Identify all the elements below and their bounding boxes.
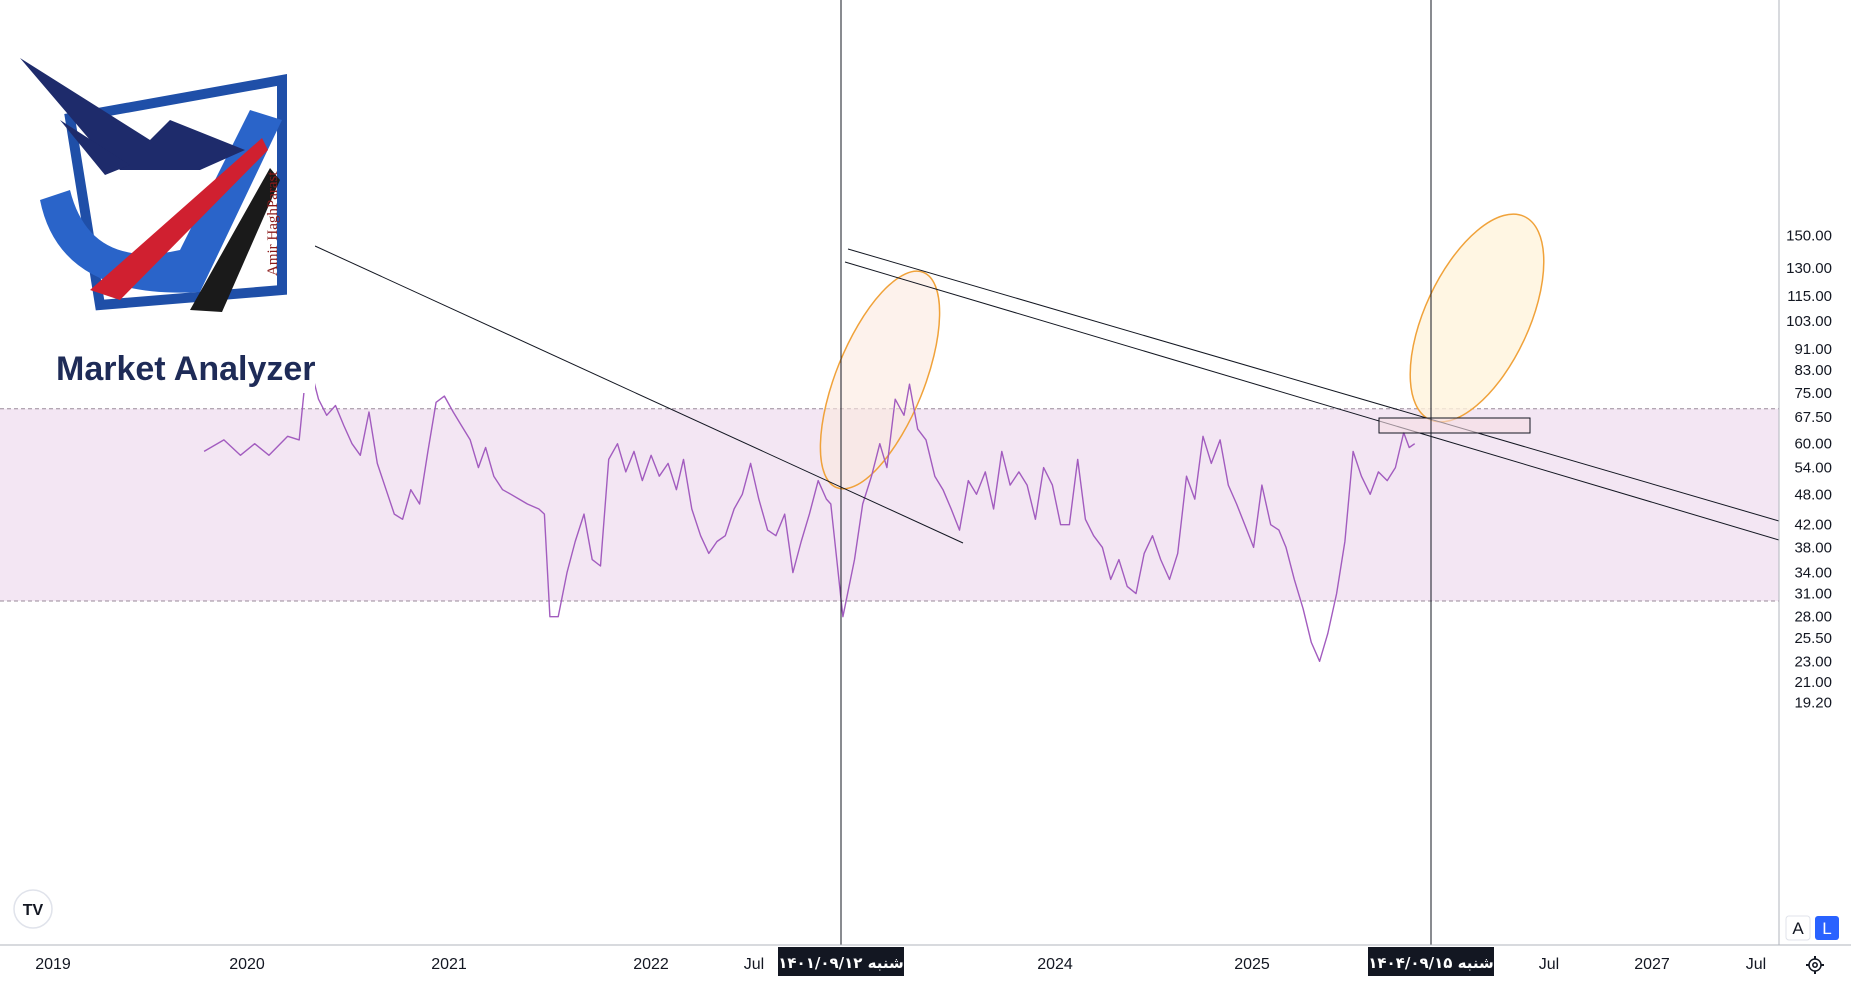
price-label: 48.00 (1794, 486, 1832, 503)
time-label: 2025 (1234, 956, 1270, 973)
price-label: 31.00 (1794, 586, 1832, 603)
price-label: 28.00 (1794, 609, 1832, 626)
tradingview-logo-button[interactable]: TV (13, 889, 53, 929)
time-label: 2021 (431, 956, 467, 973)
time-label: 2019 (35, 956, 71, 973)
channel-line-upper[interactable] (847, 248, 1780, 522)
auto-scale-label: A (1792, 919, 1804, 938)
time-label: 2020 (229, 956, 265, 973)
rsi-series-line[interactable] (203, 356, 1416, 662)
price-label: 115.00 (1787, 288, 1832, 305)
time-scale[interactable]: 2019 2020 2021 2022 Jul 2024 2025 Jul 20… (35, 956, 1766, 973)
price-label: 83.00 (1794, 362, 1832, 379)
cursor-date-right: شنبه ۱۴۰۴/۰۹/۱۵ (1368, 947, 1494, 976)
gear-icon[interactable] (1806, 956, 1824, 974)
time-label: Jul (1539, 956, 1559, 973)
highlight-rectangle[interactable] (1378, 417, 1531, 434)
price-label: 25.50 (1794, 630, 1832, 647)
price-label: 67.50 (1794, 409, 1832, 426)
price-label: 38.00 (1794, 539, 1832, 556)
brand-logo: Amir HaghParast Market Analyzer (0, 0, 316, 393)
logo-title: Market Analyzer (56, 350, 316, 388)
price-label: 60.00 (1794, 436, 1832, 453)
log-scale-label: L (1822, 919, 1831, 938)
logo-signature: Amir HaghParast (265, 171, 281, 276)
price-label: 21.00 (1794, 674, 1832, 691)
channel-line-lower[interactable] (844, 261, 1780, 541)
auto-scale-button[interactable]: A (1785, 915, 1811, 941)
time-label: Jul (744, 956, 764, 973)
price-label: 54.00 (1794, 460, 1832, 477)
time-label: Jul (1746, 956, 1766, 973)
highlight-ellipse-left[interactable] (796, 256, 965, 504)
log-scale-button[interactable]: L (1815, 916, 1839, 940)
price-label: 130.00 (1786, 260, 1832, 277)
price-label: 103.00 (1786, 313, 1832, 330)
price-label: 19.20 (1794, 694, 1832, 711)
cursor-date-right-text: شنبه ۱۴۰۴/۰۹/۱۵ (1368, 954, 1494, 972)
time-label: 2024 (1037, 956, 1073, 973)
price-label: 75.00 (1794, 385, 1832, 402)
time-label: 2022 (633, 956, 669, 973)
highlight-ellipse-right[interactable] (1383, 195, 1572, 442)
price-label: 91.00 (1794, 341, 1832, 358)
price-label: 42.00 (1794, 517, 1832, 534)
price-label: 23.00 (1794, 653, 1832, 670)
cursor-date-left: شنبه ۱۴۰۱/۰۹/۱۲ (778, 947, 904, 976)
price-scale[interactable]: 150.00 130.00 115.00 103.00 91.00 83.00 75.00 6… (1786, 228, 1832, 712)
price-label: 150.00 (1786, 228, 1832, 245)
trendline-down[interactable] (314, 245, 964, 544)
tradingview-icon: TV (23, 902, 44, 919)
price-label: 34.00 (1794, 565, 1832, 582)
time-label: 2027 (1634, 956, 1670, 973)
cursor-date-left-text: شنبه ۱۴۰۱/۰۹/۱۲ (778, 954, 904, 972)
